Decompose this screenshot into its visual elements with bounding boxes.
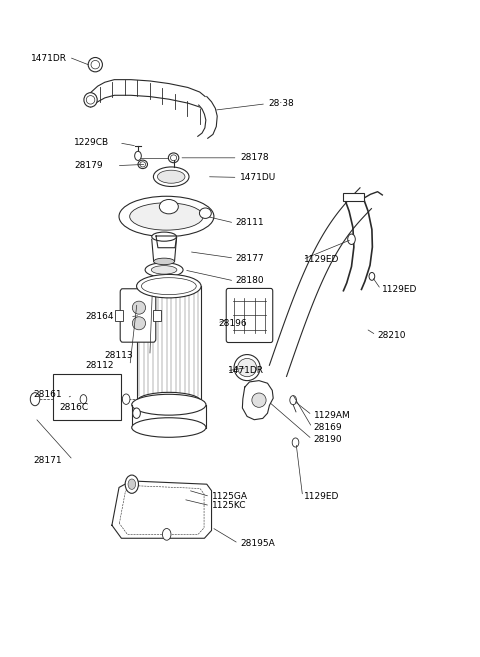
Text: 28164: 28164 xyxy=(86,312,114,321)
Circle shape xyxy=(369,273,375,281)
Ellipse shape xyxy=(88,58,102,72)
Text: 1129ED: 1129ED xyxy=(304,255,339,264)
Polygon shape xyxy=(132,405,206,428)
Circle shape xyxy=(128,479,136,489)
Polygon shape xyxy=(343,198,372,290)
Ellipse shape xyxy=(157,170,185,183)
Text: 1471DU: 1471DU xyxy=(240,173,276,182)
Ellipse shape xyxy=(132,394,206,415)
Circle shape xyxy=(125,475,138,493)
Circle shape xyxy=(348,234,355,244)
Ellipse shape xyxy=(132,301,145,314)
Ellipse shape xyxy=(119,196,214,237)
Ellipse shape xyxy=(130,203,203,230)
Text: 28180: 28180 xyxy=(235,277,264,285)
Ellipse shape xyxy=(154,167,189,187)
Text: 28171: 28171 xyxy=(34,455,62,464)
Text: 28179: 28179 xyxy=(74,161,103,170)
Text: 1125KC: 1125KC xyxy=(212,501,246,510)
FancyBboxPatch shape xyxy=(343,193,364,201)
Text: 28210: 28210 xyxy=(378,330,406,340)
Circle shape xyxy=(292,438,299,447)
Text: 28196: 28196 xyxy=(219,319,247,328)
Ellipse shape xyxy=(137,392,201,411)
Ellipse shape xyxy=(168,153,179,163)
Text: 1471DR: 1471DR xyxy=(31,54,67,62)
Circle shape xyxy=(162,528,171,540)
Ellipse shape xyxy=(142,278,196,294)
Polygon shape xyxy=(137,286,201,401)
Ellipse shape xyxy=(151,265,177,274)
Text: 28161: 28161 xyxy=(34,390,62,399)
FancyBboxPatch shape xyxy=(154,310,160,321)
Ellipse shape xyxy=(137,275,201,298)
Ellipse shape xyxy=(154,258,175,265)
Text: 28169: 28169 xyxy=(313,423,342,432)
Text: 28190: 28190 xyxy=(313,435,342,443)
FancyBboxPatch shape xyxy=(226,288,273,342)
Ellipse shape xyxy=(132,317,145,330)
Text: 1229CB: 1229CB xyxy=(74,139,109,147)
Ellipse shape xyxy=(234,355,260,380)
Ellipse shape xyxy=(84,93,97,107)
Polygon shape xyxy=(91,79,213,133)
Ellipse shape xyxy=(238,359,257,376)
Text: 28177: 28177 xyxy=(235,254,264,263)
Ellipse shape xyxy=(145,263,183,277)
Text: 1129AM: 1129AM xyxy=(313,411,350,420)
Polygon shape xyxy=(242,380,273,420)
Text: 1129ED: 1129ED xyxy=(304,492,339,501)
FancyBboxPatch shape xyxy=(116,310,122,321)
Ellipse shape xyxy=(152,232,177,241)
Text: 28195A: 28195A xyxy=(240,539,275,548)
Text: 28112: 28112 xyxy=(86,361,114,370)
Text: 2816C: 2816C xyxy=(60,403,89,413)
Polygon shape xyxy=(112,481,212,538)
Circle shape xyxy=(133,408,140,419)
Text: 28178: 28178 xyxy=(240,153,269,162)
Text: 1129ED: 1129ED xyxy=(383,285,418,294)
Ellipse shape xyxy=(159,200,179,214)
Ellipse shape xyxy=(199,208,211,218)
Circle shape xyxy=(290,396,297,405)
FancyBboxPatch shape xyxy=(53,374,121,420)
Text: 28·38: 28·38 xyxy=(268,99,294,108)
Text: 1125GA: 1125GA xyxy=(212,492,248,501)
Text: 1471DR: 1471DR xyxy=(228,367,264,375)
Polygon shape xyxy=(269,188,372,376)
Ellipse shape xyxy=(132,418,206,438)
Polygon shape xyxy=(152,239,177,261)
Text: 28113: 28113 xyxy=(105,351,133,360)
Polygon shape xyxy=(156,236,177,248)
Ellipse shape xyxy=(252,393,266,407)
FancyBboxPatch shape xyxy=(120,289,156,342)
Polygon shape xyxy=(198,97,217,138)
Text: 28111: 28111 xyxy=(235,219,264,227)
Circle shape xyxy=(122,394,130,405)
Circle shape xyxy=(80,395,87,404)
Circle shape xyxy=(30,393,40,405)
Circle shape xyxy=(135,151,141,160)
Ellipse shape xyxy=(138,160,147,169)
